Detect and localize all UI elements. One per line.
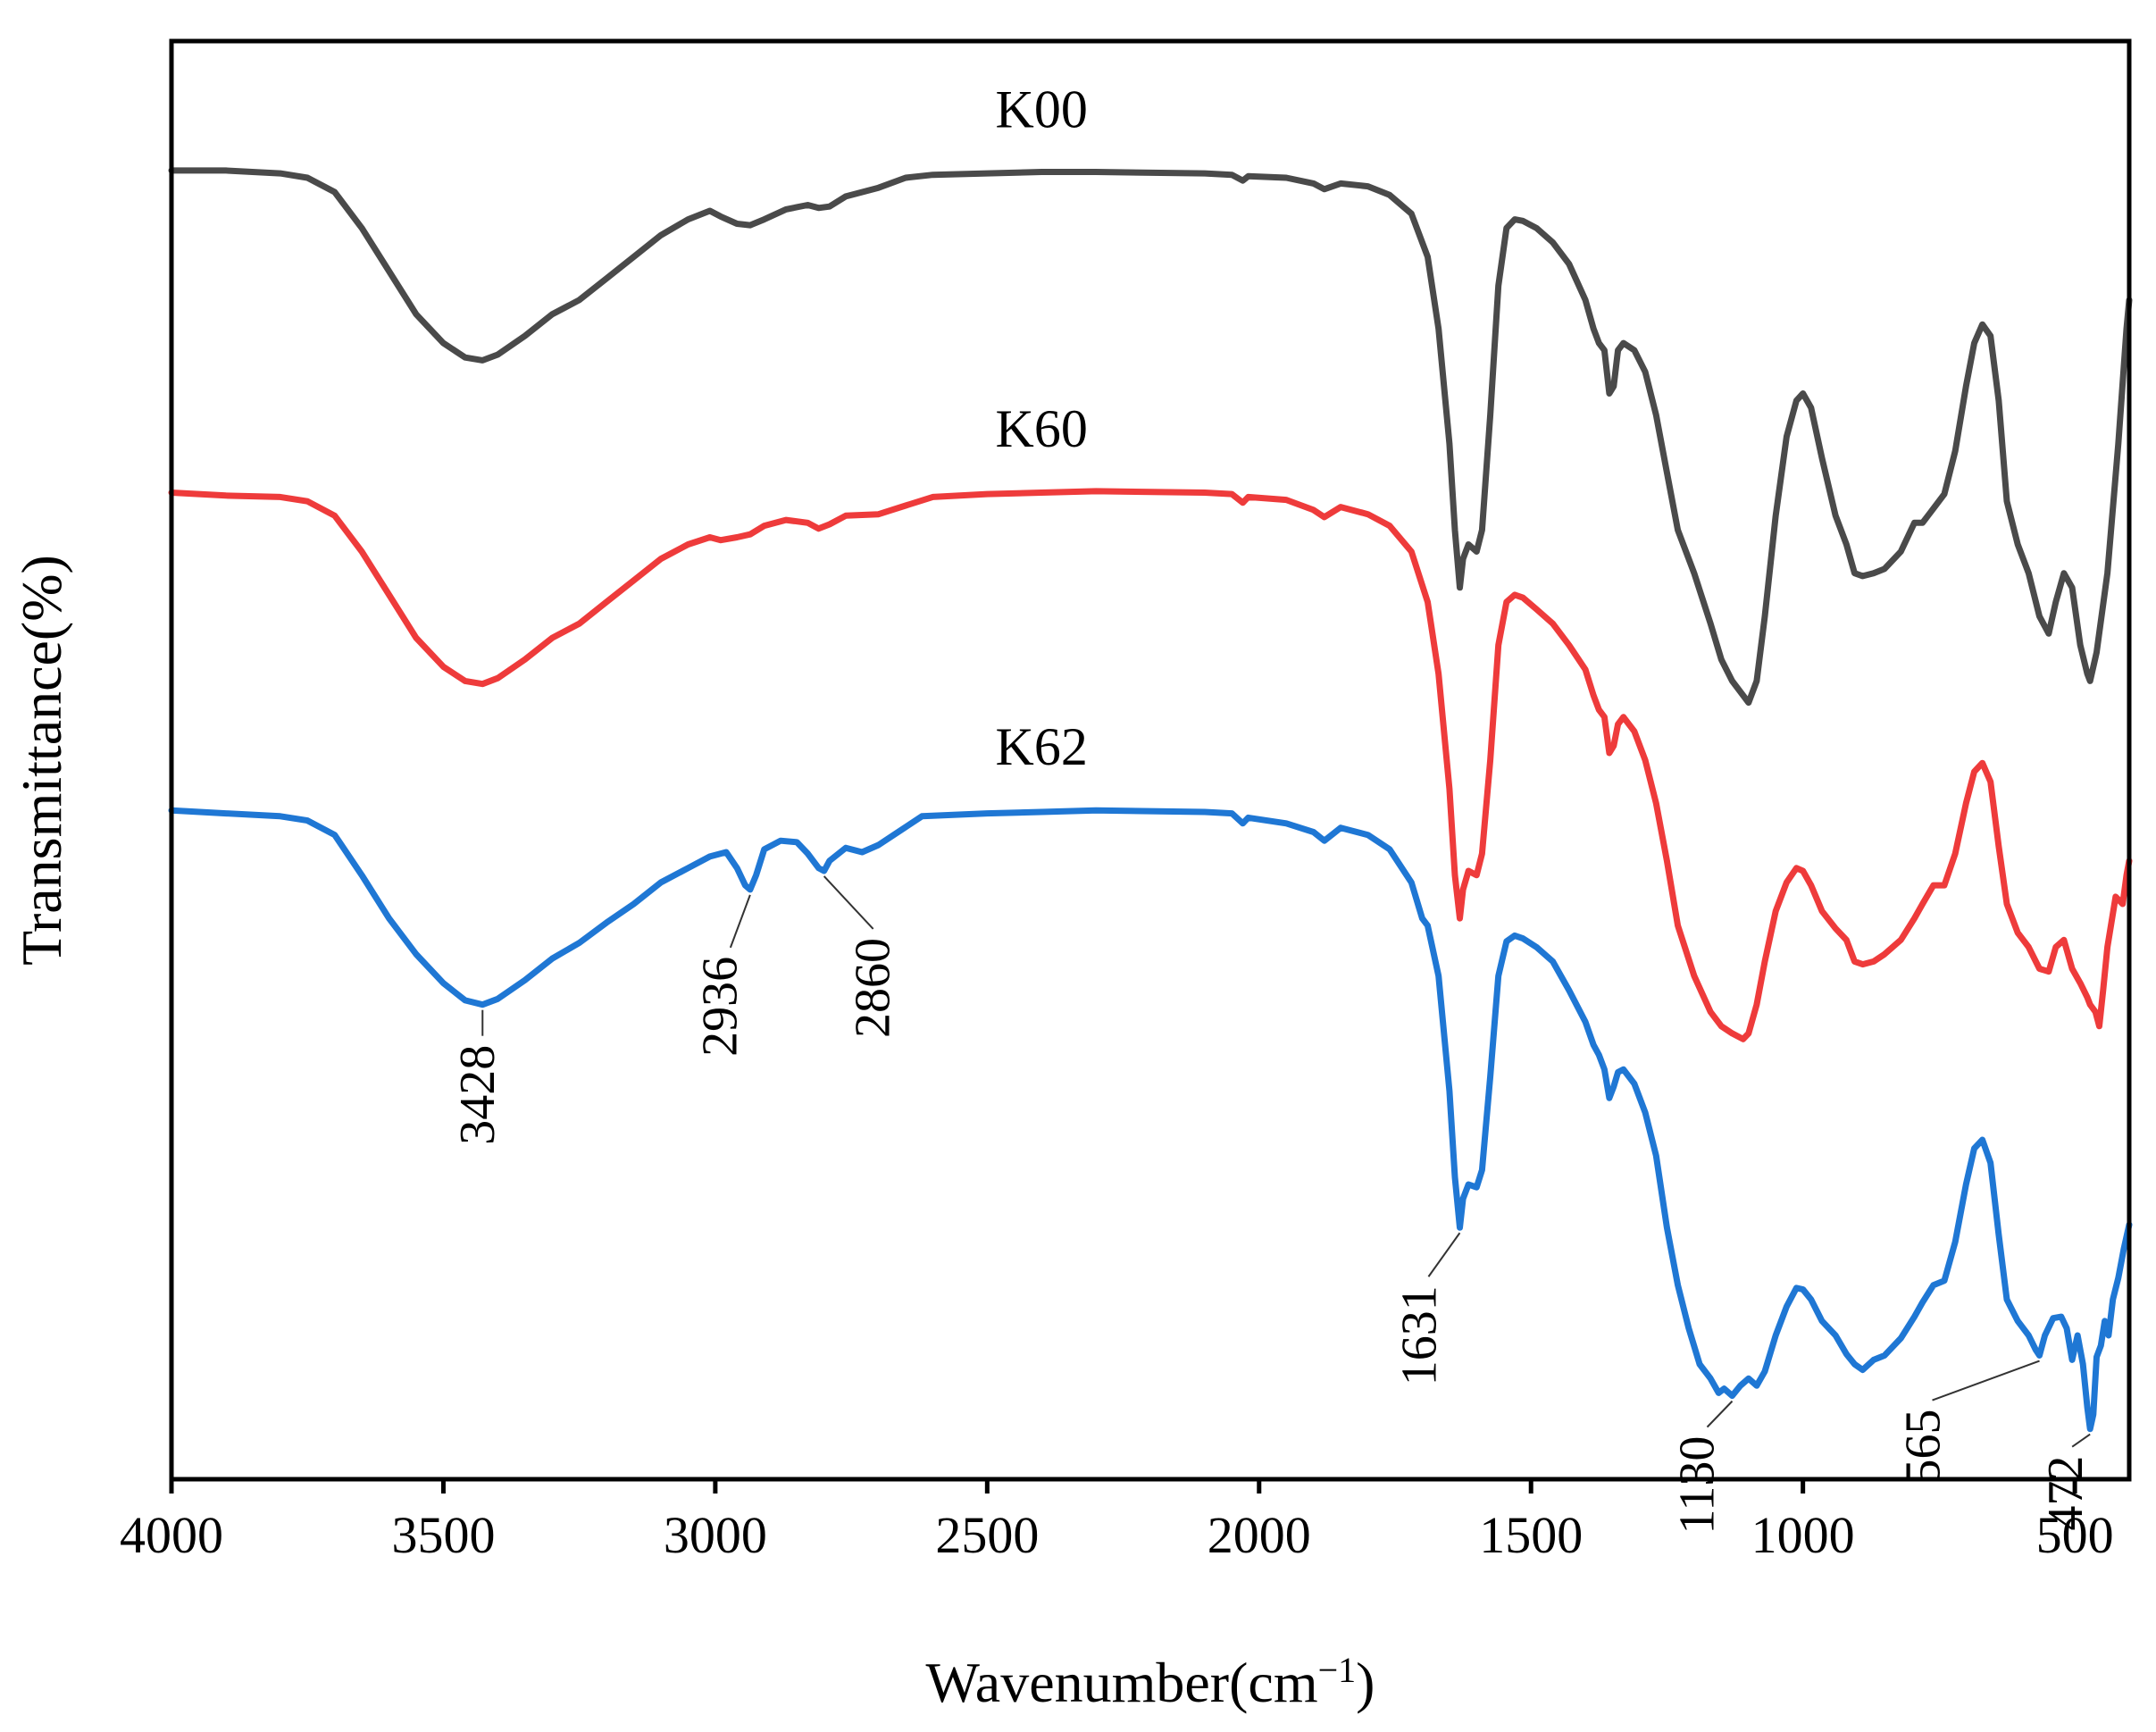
annotation-label-565: 565 <box>1895 1410 1951 1485</box>
annotation-leader-2860 <box>823 875 874 930</box>
x-tick-label-2000: 2000 <box>1208 1506 1311 1564</box>
x-tick-label-3500: 3500 <box>391 1506 495 1564</box>
annotation-leader-472 <box>2071 1433 2091 1448</box>
x-tick-label-500: 500 <box>2036 1506 2114 1564</box>
series-label-k00: K00 <box>996 80 1088 139</box>
annotation-label-3428: 3428 <box>450 1045 506 1145</box>
series-layer <box>168 167 2133 1433</box>
x-tick-label-2500: 2500 <box>935 1506 1039 1564</box>
annotation-label-2936: 2936 <box>693 957 748 1057</box>
x-axis-title-main: Wavenumber(cm <box>926 1651 1318 1714</box>
x-axis-title-suffix: ) <box>1356 1651 1375 1714</box>
x-tick-label-3000: 3000 <box>664 1506 767 1564</box>
series-label-layer: K00 K60 K62 <box>996 80 1088 776</box>
annotation-leader-1631 <box>1427 1232 1461 1277</box>
series-line-k62 <box>168 807 2133 1433</box>
x-tick-label-1500: 1500 <box>1479 1506 1583 1564</box>
annotation-label-1130: 1130 <box>1669 1436 1725 1535</box>
annotation-label-1631: 1631 <box>1391 1285 1447 1385</box>
series-line-k00 <box>168 167 2133 707</box>
x-axis-title-superscript: −1 <box>1318 1650 1357 1690</box>
x-axis-ticks: 4000 3500 3000 2500 2000 1500 1000 500 <box>120 1479 2114 1564</box>
annotation-leader-565 <box>1932 1360 2040 1401</box>
peak-annotation-layer: 3428 2936 2860 1631 1130 565 472 <box>450 875 2093 1535</box>
series-label-k62: K62 <box>996 717 1088 776</box>
x-tick-label-1000: 1000 <box>1751 1506 1855 1564</box>
y-axis-title: Transmittance(%) <box>10 555 73 966</box>
annotation-label-472: 472 <box>2038 1456 2093 1531</box>
x-axis-title: Wavenumber(cm−1) <box>926 1650 1375 1715</box>
series-label-k60: K60 <box>996 399 1088 458</box>
series-line-k60 <box>168 488 2133 1042</box>
annotation-label-2860: 2860 <box>846 938 901 1038</box>
plot-frame <box>169 38 2132 1482</box>
x-tick-label-4000: 4000 <box>120 1506 223 1564</box>
annotation-leader-2936 <box>729 894 751 949</box>
annotation-leader-1130 <box>1706 1400 1734 1428</box>
